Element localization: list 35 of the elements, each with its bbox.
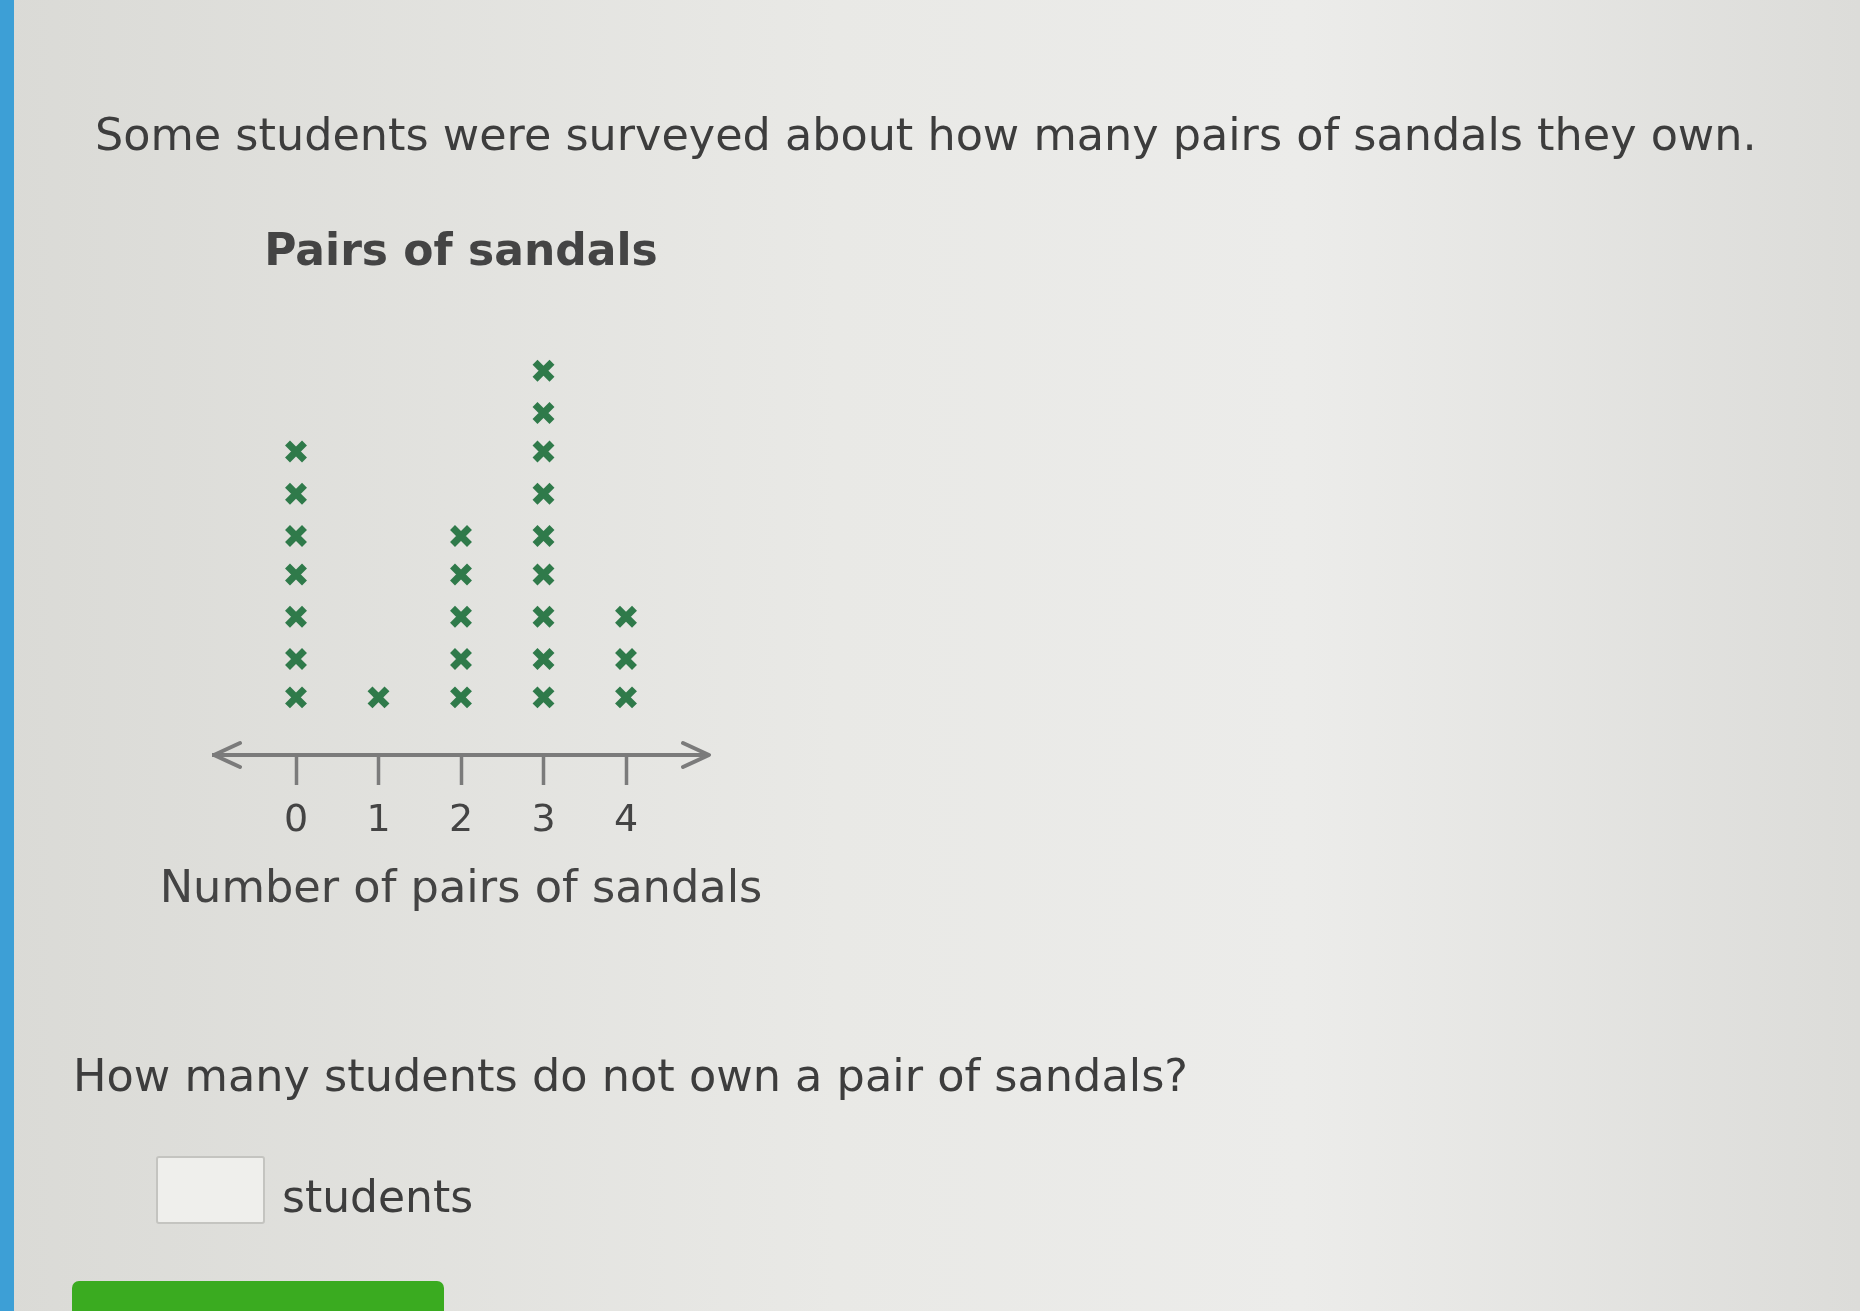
point (614, 685, 638, 710)
text: How many students do not own a pair of sandals? (73, 1050, 1189, 1104)
point (531, 685, 556, 710)
point (449, 562, 473, 587)
point (284, 524, 308, 548)
point (366, 685, 391, 710)
point (531, 604, 556, 629)
point (531, 439, 556, 464)
point (449, 524, 473, 548)
point (449, 646, 473, 671)
x-axis-title: Number of pairs of sandals (159, 860, 763, 913)
chart-title: Pairs of sandals (264, 223, 658, 275)
point (284, 604, 308, 629)
point (284, 439, 308, 464)
x-tick-label: 0 (283, 795, 309, 840)
x-tick-label: 1 (366, 795, 391, 840)
point (614, 604, 638, 629)
point (531, 481, 556, 506)
point (284, 562, 308, 587)
text: students (282, 1171, 474, 1224)
point (531, 358, 556, 383)
point (531, 646, 556, 671)
point (449, 604, 473, 629)
x-tick-label: 2 (448, 795, 474, 840)
point (614, 646, 638, 671)
x-tick-label: 3 (531, 795, 556, 840)
point (531, 401, 556, 426)
point (284, 646, 308, 671)
point (284, 481, 308, 506)
point (449, 685, 473, 710)
point (531, 524, 556, 548)
x-tick-label: 4 (613, 795, 639, 840)
point (531, 562, 556, 587)
text: Some students were surveyed about how many pairs of sandals they own. (95, 108, 1757, 162)
point (284, 685, 308, 710)
